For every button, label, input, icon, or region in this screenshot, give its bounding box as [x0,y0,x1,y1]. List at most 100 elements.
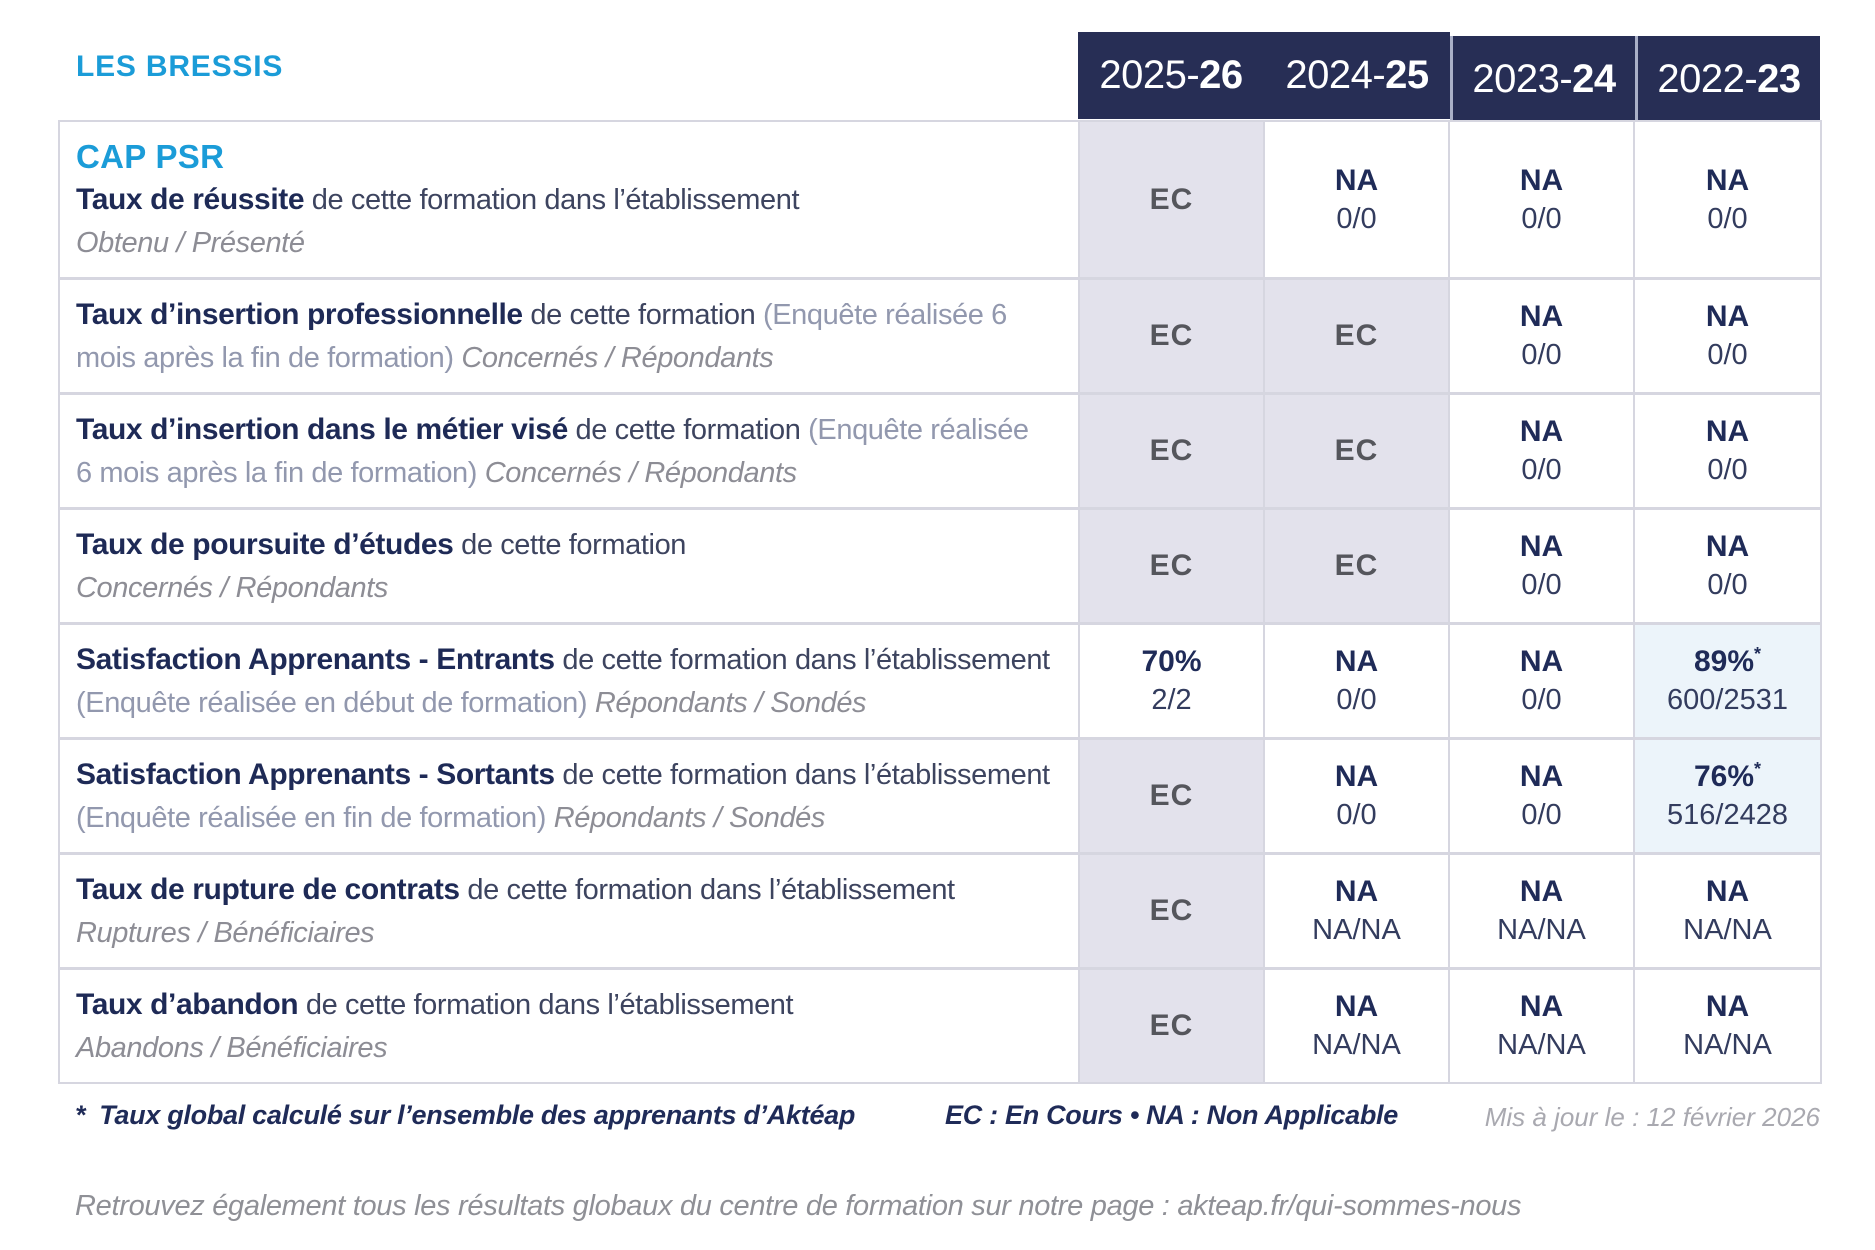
cell-value: NA [1334,760,1379,793]
table-row: Satisfaction Apprenants - Entrants de ce… [60,625,1820,740]
cell-value: EC [1149,319,1194,352]
cell-value: NA [1334,645,1379,678]
cell-2023-24: NA 0/0 [1450,122,1635,277]
cell-2022-23: NA 0/0 [1635,395,1820,507]
year-cell-2022-23: 2022- 23 [1635,36,1820,123]
results-table: CAP PSR Taux de réussite de cette format… [58,120,1822,1084]
table-row: Satisfaction Apprenants - Sortants de ce… [60,740,1820,855]
year-header: 2025- 26 2024- 25 2023- 24 2022- 23 [1078,32,1820,123]
cell-value: EC [1149,1009,1194,1042]
cell-value: NA [1519,990,1564,1023]
cell-2024-25: NA NA/NA [1265,855,1450,967]
cell-2022-23: NA 0/0 [1635,510,1820,622]
cell-value: EC [1149,434,1194,467]
cell-detail: 0/0 [1521,339,1562,371]
metric-desc: de cette formation dans l’établissement [298,989,794,1021]
cell-detail: 0/0 [1521,799,1562,831]
cell-2024-25: EC [1265,510,1450,622]
brand-label: LES BRESSIS [76,50,284,83]
year-suffix: 26 [1199,53,1243,97]
table-row: Taux de poursuite d’études de cette form… [60,510,1820,625]
cell-value: NA [1519,300,1564,333]
table-row: Taux d’abandon de cette formation dans l… [60,970,1820,1082]
metric-note: (Enquête réalisée en début de formation) [76,686,588,719]
year-cell-2025-26: 2025- 26 [1078,32,1264,119]
cell-detail: 600/2531 [1667,684,1788,716]
metric-title: Taux de réussite [76,182,305,216]
cell-value: NA [1334,990,1379,1023]
cell-2025-26: EC [1080,510,1265,622]
year-cell-2023-24: 2023- 24 [1450,36,1635,123]
metric-sub: Abandons / Bénéficiaires [76,1032,388,1064]
cell-percentage: 76% [1693,760,1755,793]
cell-value: EC [1149,894,1194,927]
cell-2022-23: NA 0/0 [1635,122,1820,277]
metric-desc: de cette formation dans l’établissement [304,183,800,216]
cell-2025-26: 70% 2/2 [1080,625,1265,737]
year-suffix: 25 [1385,53,1429,97]
cell-detail: 0/0 [1521,569,1562,601]
cell-value: NA [1519,415,1564,448]
table-row: CAP PSR Taux de réussite de cette format… [60,122,1820,280]
cell-2025-26: EC [1080,280,1265,392]
footnote-updated: Mis à jour le : 12 février 2026 [1484,1102,1820,1132]
metric-label: Taux de poursuite d’études de cette form… [76,523,1052,567]
row-label: Satisfaction Apprenants - Sortants de ce… [60,740,1080,852]
cell-2025-26: EC [1080,395,1265,507]
cell-detail: 0/0 [1707,454,1748,486]
cell-2023-24: NA 0/0 [1450,740,1635,852]
cell-detail: 0/0 [1336,799,1377,831]
metric-sub: Concernés / Répondants [76,572,389,604]
cell-value: EC [1334,319,1379,352]
cell-value: NA [1705,300,1750,333]
row-label: Satisfaction Apprenants - Entrants de ce… [60,625,1080,737]
year-prefix: 2024- [1285,53,1386,97]
metric-label: Taux de réussite de cette formation dans… [76,178,1052,222]
metric-note: (Enquête réalisée 6 mois après la fin de… [76,413,1029,489]
metric-label: Taux d’insertion professionnelle de cett… [76,293,1052,380]
cell-detail: 0/0 [1521,202,1562,235]
row-label: Taux d’insertion dans le métier visé de … [60,395,1080,507]
metric-desc: de cette formation dans l’établissement [459,874,955,906]
row-label: Taux de poursuite d’études de cette form… [60,510,1080,622]
metric-label: Satisfaction Apprenants - Sortants de ce… [76,753,1052,840]
cell-detail: 0/0 [1707,569,1748,601]
cell-detail: 516/2428 [1667,799,1788,831]
year-prefix: 2022- [1657,57,1758,101]
cell-value: NA [1334,163,1379,197]
footnote-legend: EC : En Cours • NA : Non Applicable [945,1100,1398,1130]
cell-value: NA [1705,163,1750,197]
cell-value: NA [1519,163,1564,197]
metric-sub: Obtenu / Présenté [76,226,305,259]
cell-detail: NA/NA [1497,914,1586,946]
cell-2022-23: 76%* 516/2428 [1635,740,1820,852]
metric-title: Satisfaction Apprenants - Sortants [76,757,555,791]
cell-2024-25: NA NA/NA [1265,970,1450,1082]
metric-note: (Enquête réalisée 6 mois après la fin de… [76,298,1007,374]
cell-2025-26: EC [1080,740,1265,852]
row-label: Taux d’abandon de cette formation dans l… [60,970,1080,1082]
cell-detail: NA/NA [1312,914,1401,946]
cell-value: NA [1705,415,1750,448]
row-label: Taux de rupture de contrats de cette for… [60,855,1080,967]
table-row: Taux d’insertion professionnelle de cett… [60,280,1820,395]
cell-value: NA [1519,530,1564,563]
cell-value: EC [1149,779,1194,812]
cell-detail: 0/0 [1521,454,1562,486]
cell-2022-23: NA NA/NA [1635,855,1820,967]
cell-value: NA [1519,645,1564,678]
cell-detail: 0/0 [1707,339,1748,371]
row-label: Taux d’insertion professionnelle de cett… [60,280,1080,392]
cell-detail: 0/0 [1336,202,1377,235]
cell-value: 76%* [1693,760,1761,793]
cell-2025-26: EC [1080,122,1265,277]
year-suffix: 24 [1572,57,1616,101]
metric-desc: de cette formation [453,529,687,561]
asterisk-marker: * [75,1100,86,1130]
cell-2022-23: NA NA/NA [1635,970,1820,1082]
metric-title: Taux de rupture de contrats [76,873,460,906]
metric-title: Satisfaction Apprenants - Entrants [76,642,555,676]
cell-2023-24: NA 0/0 [1450,280,1635,392]
metric-sub-inline: Répondants / Sondés [546,801,826,834]
cell-2024-25: NA 0/0 [1265,740,1450,852]
